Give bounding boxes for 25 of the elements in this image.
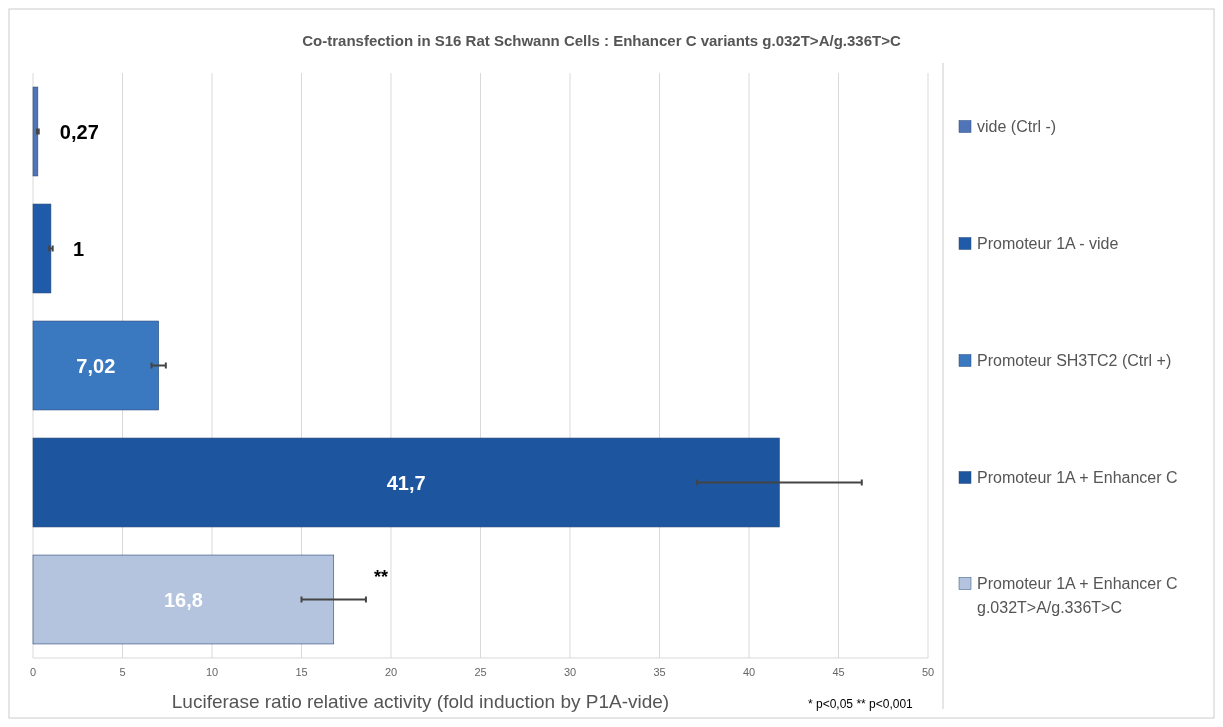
x-tick-label: 15	[295, 666, 308, 678]
x-tick-label: 5	[119, 666, 126, 678]
x-tick-label: 10	[205, 666, 219, 678]
data-label: 16,8	[163, 588, 203, 611]
legend-label: Promoteur 1A - vide	[977, 234, 1119, 252]
x-tick-label: 45	[832, 666, 845, 678]
x-tick-label: 0	[29, 666, 37, 678]
chart-title: Co-transfection in S16 Rat Schwann Cells : Enhancer C variants g.032T>A/g.336T>C	[302, 32, 901, 49]
x-tick-label: 50	[921, 666, 935, 678]
legend-label: Promoteur SH3TC2 (Ctrl +)	[977, 351, 1172, 369]
legend-label: Promoteur 1A + Enhancer C	[977, 468, 1178, 486]
x-tick-label: 20	[384, 666, 398, 678]
x-tick-label: 30	[563, 666, 577, 678]
annotation: **	[373, 567, 388, 588]
data-label: 1	[72, 237, 85, 260]
x-tick-label: 35	[653, 666, 666, 678]
data-label: 0,27	[59, 120, 99, 143]
legend-label: vide (Ctrl -)	[977, 117, 1057, 135]
data-label: 7,02	[76, 354, 116, 377]
text: * p<0,05 ** p<0,001	[808, 697, 914, 711]
x-axis-title: Luciferase ratio relative activity (fold induction by P1A-vide)	[171, 691, 670, 712]
data-label: 41,7	[386, 471, 426, 494]
legend-label: Promoteur 1A + Enhancer C g.032T>A/g.336T>C	[977, 574, 1178, 616]
x-tick-label: 40	[742, 666, 756, 678]
x-tick-label: 25	[474, 666, 487, 678]
